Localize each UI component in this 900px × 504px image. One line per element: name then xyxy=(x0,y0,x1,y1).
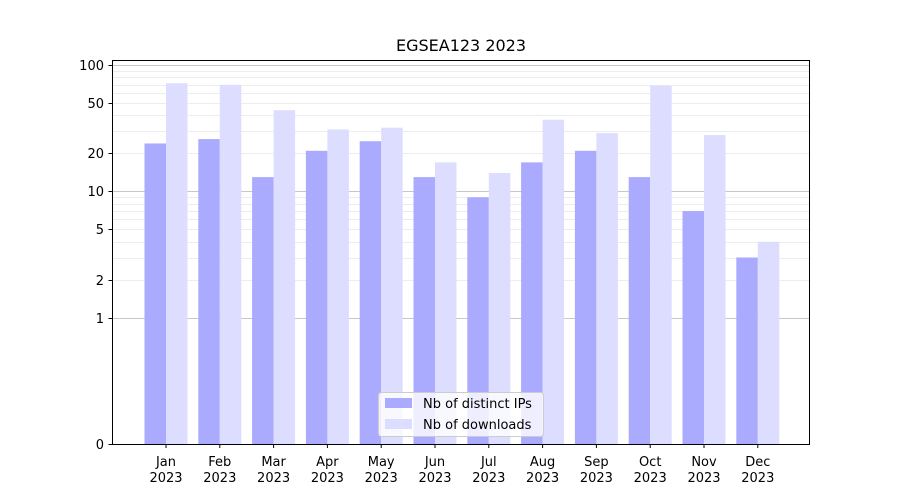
y-tick-label: 0 xyxy=(96,438,104,453)
bar-downloads xyxy=(650,85,672,444)
bar-distinct-ips xyxy=(574,150,597,444)
x-tick-label: Jul 2023 xyxy=(472,455,505,486)
y-tick-label: 20 xyxy=(87,147,104,162)
legend-swatch-downloads xyxy=(385,419,412,429)
bar-distinct-ips xyxy=(682,211,704,444)
x-tick-label: Jun 2023 xyxy=(418,455,451,486)
x-tick-label: Nov 2023 xyxy=(687,455,720,486)
bar-distinct-ips xyxy=(736,257,758,444)
legend: Nb of distinct IPs Nb of downloads xyxy=(378,392,544,437)
bar-downloads xyxy=(381,127,403,445)
x-tick-label: Aug 2023 xyxy=(526,455,559,486)
bar-downloads xyxy=(488,173,511,444)
bar-distinct-ips xyxy=(198,139,220,444)
bar-downloads xyxy=(219,84,242,445)
legend-frame xyxy=(378,392,544,437)
bar-downloads xyxy=(596,133,618,445)
bar-downloads xyxy=(166,83,188,444)
bar-distinct-ips xyxy=(521,162,543,444)
bar-distinct-ips xyxy=(359,141,382,444)
x-tick-label: Sep 2023 xyxy=(580,455,613,486)
bar-distinct-ips xyxy=(413,177,435,445)
plot-area xyxy=(112,60,810,445)
x-tick-label: Mar 2023 xyxy=(257,455,290,486)
bar-downloads xyxy=(704,135,726,444)
axes: 0 1 2 5 10 20 50 100 Jan 2023 Feb 2023 Mar 2023 Apr 202… xyxy=(79,59,774,486)
legend-label-distinct-ips: Nb of distinct IPs xyxy=(423,397,532,412)
x-tick-label: Dec 2023 xyxy=(741,455,774,486)
y-tick-label: 5 xyxy=(96,223,104,238)
y-tick-label: 10 xyxy=(87,185,104,200)
bar-distinct-ips xyxy=(628,177,651,445)
bar-distinct-ips xyxy=(252,177,274,445)
legend-label-downloads: Nb of downloads xyxy=(423,418,532,433)
legend-swatch-distinct-ips xyxy=(385,398,412,408)
y-tick-label: 100 xyxy=(79,59,104,74)
y-tick-label: 2 xyxy=(96,274,104,289)
bar-downloads xyxy=(435,162,457,444)
x-tick-label: Apr 2023 xyxy=(311,455,344,486)
chart-title: EGSEA123 2023 xyxy=(396,36,526,55)
x-tick-label: Oct 2023 xyxy=(634,455,667,486)
bar-downloads xyxy=(757,241,780,444)
bar-downloads xyxy=(273,110,296,444)
bar-distinct-ips xyxy=(144,143,166,444)
y-tick-label: 50 xyxy=(87,97,104,112)
x-tick-label: Feb 2023 xyxy=(203,455,236,486)
bar-downloads xyxy=(542,119,565,445)
bar-distinct-ips xyxy=(305,150,328,444)
bar-distinct-ips xyxy=(467,197,489,444)
bar-downloads xyxy=(327,129,349,444)
x-tick-label: Jan 2023 xyxy=(149,455,182,486)
bars xyxy=(144,83,780,445)
y-tick-label: 1 xyxy=(96,312,104,327)
x-tick-label: May 2023 xyxy=(365,455,398,486)
